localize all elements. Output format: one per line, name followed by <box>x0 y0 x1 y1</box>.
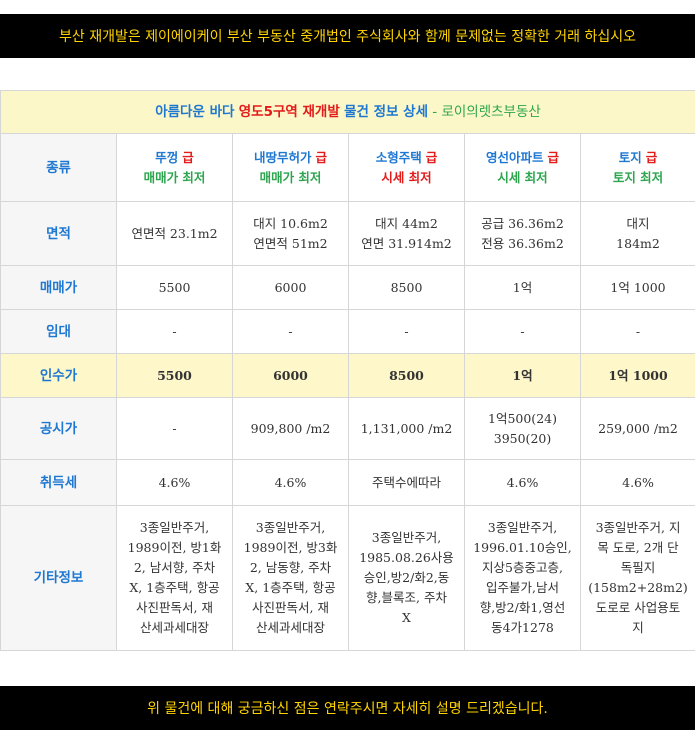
row-label-kind: 종류 <box>0 133 117 202</box>
row-label-area: 면적 <box>0 201 117 266</box>
row-label-rent: 임대 <box>0 309 117 354</box>
takeover-cell: 5500 <box>116 353 233 398</box>
bottom-banner: 위 물건에 대해 궁금하신 점은 연락주시면 자세히 설명 드리겠습니다. <box>0 686 695 730</box>
top-banner-text: 부산 재개발은 제이에이케이 부산 부동산 중개법인 주식회사와 함께 문제없는… <box>58 29 637 45</box>
etc-row: 기타정보 3종일반주거, 1989이전, 방1화 2, 남서향, 주차 X, 1… <box>0 505 695 651</box>
area-cell: 공급 36.36m2 전용 36.36m2 <box>464 201 581 266</box>
row-label-official: 공시가 <box>0 397 117 460</box>
row-label-etc: 기타정보 <box>0 505 117 651</box>
title-part2: 영도5구역 재개발 <box>238 104 340 120</box>
tax-cell: 주택수에따라 <box>348 459 465 506</box>
tax-cell: 4.6% <box>579 459 695 506</box>
area-cell: 대지 10.6m2 연면적 51m2 <box>232 201 349 266</box>
etc-cell: 3종일반주거, 1989이전, 방3화 2, 남동향, 주차 X, 1층주택, … <box>232 505 349 651</box>
tax-cell: 4.6% <box>232 459 349 506</box>
official-cell: 1,131,000 /m2 <box>348 397 465 460</box>
kind-grade: 급 <box>182 149 194 165</box>
sale-cell: 6000 <box>232 265 349 310</box>
kind-name: 토지 <box>618 149 642 165</box>
takeover-cell: 6000 <box>232 353 349 398</box>
kind-grade: 급 <box>315 149 327 165</box>
takeover-cell: 8500 <box>348 353 465 398</box>
tax-row: 취득세 4.6% 4.6% 주택수에따라 4.6% 4.6% <box>0 459 695 506</box>
property-info-table: 아름다운 바다 영도5구역 재개발 물건 정보 상세 - 로이의렛츠부동산 종류… <box>0 90 695 651</box>
area-cell: 대지 184m2 <box>579 201 695 266</box>
kind-sub: 토지 최저 <box>612 169 664 185</box>
takeover-row: 인수가 5500 6000 8500 1억 1억 1000 <box>0 353 695 398</box>
area-cell: 연면적 23.1m2 <box>116 201 233 266</box>
rent-cell: - <box>348 309 465 354</box>
row-label-tax: 취득세 <box>0 459 117 506</box>
kind-sub: 매매가 최저 <box>259 169 322 185</box>
rent-cell: - <box>116 309 233 354</box>
takeover-cell: 1억 1000 <box>579 353 695 398</box>
official-cell: 909,800 /m2 <box>232 397 349 460</box>
kind-name: 내땅무허가 <box>253 149 312 165</box>
sale-cell: 5500 <box>116 265 233 310</box>
etc-cell: 3종일반주거, 지 목 도로, 2개 단 독필지 (158m2+28m2) 도로… <box>579 505 695 651</box>
tax-cell: 4.6% <box>464 459 581 506</box>
kind-grade: 급 <box>645 149 658 165</box>
tax-cell: 4.6% <box>116 459 233 506</box>
kind-sub: 시세 최저 <box>381 169 432 185</box>
row-label-takeover: 인수가 <box>0 353 117 398</box>
official-cell: 259,000 /m2 <box>579 397 695 460</box>
etc-cell: 3종일반주거, 1996.01.10승인, 지상5층중고층, 입주불가,남서 향… <box>464 505 581 651</box>
row-label-sale: 매매가 <box>0 265 117 310</box>
title-part3: 물건 정보 상세 <box>344 104 428 120</box>
rent-row: 임대 - - - - - <box>0 309 695 354</box>
area-cell: 대지 44m2 연면 31.914m2 <box>348 201 465 266</box>
kind-grade: 급 <box>425 149 438 165</box>
kind-name: 뚜껑 <box>155 149 179 165</box>
top-banner: 부산 재개발은 제이에이케이 부산 부동산 중개법인 주식회사와 함께 문제없는… <box>0 14 695 58</box>
sale-cell: 8500 <box>348 265 465 310</box>
official-cell: - <box>116 397 233 460</box>
bottom-banner-text: 위 물건에 대해 궁금하신 점은 연락주시면 자세히 설명 드리겠습니다. <box>147 701 548 717</box>
sale-cell: 1억 1000 <box>579 265 695 310</box>
kind-name: 소형주택 <box>375 149 422 165</box>
rent-cell: - <box>464 309 581 354</box>
kind-row: 종류 뚜껑 급 매매가 최저 내땅무허가 급 매매가 최저 소형주택 급 시세 최저 … <box>0 133 695 202</box>
rent-cell: - <box>232 309 349 354</box>
official-price-row: 공시가 - 909,800 /m2 1,131,000 /m2 1억500(24… <box>0 397 695 460</box>
official-cell: 1억500(24) 3950(20) <box>464 397 581 460</box>
rent-cell: - <box>579 309 695 354</box>
title-part1: 아름다운 바다 <box>155 104 235 120</box>
etc-cell: 3종일반주거, 1985.08.26사용 승인,방2/화2,동 향,블록조, 주… <box>348 505 465 651</box>
table-title: 아름다운 바다 영도5구역 재개발 물건 정보 상세 - 로이의렛츠부동산 <box>0 90 695 134</box>
kind-sub: 매매가 최저 <box>143 169 206 185</box>
sale-row: 매매가 5500 6000 8500 1억 1억 1000 <box>0 265 695 310</box>
sale-cell: 1억 <box>464 265 581 310</box>
kind-grade: 급 <box>547 149 559 165</box>
title-part4: - 로이의렛츠부동산 <box>432 104 541 120</box>
table-title-row: 아름다운 바다 영도5구역 재개발 물건 정보 상세 - 로이의렛츠부동산 <box>0 90 695 134</box>
etc-cell: 3종일반주거, 1989이전, 방1화 2, 남서향, 주차 X, 1층주택, … <box>116 505 233 651</box>
kind-name: 영선아파트 <box>485 149 544 165</box>
kind-sub: 시세 최저 <box>497 169 548 185</box>
takeover-cell: 1억 <box>464 353 581 398</box>
area-row: 면적 연면적 23.1m2 대지 10.6m2 연면적 51m2 대지 44m2… <box>0 201 695 266</box>
